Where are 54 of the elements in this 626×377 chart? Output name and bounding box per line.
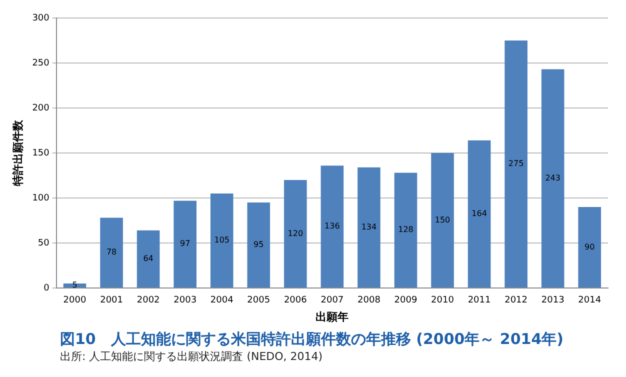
text: 図10 人工知能に関する米国特許出願件数の年推移 (2000年～ 2014年) (60, 330, 565, 349)
bar (468, 140, 491, 288)
bar (431, 153, 454, 288)
bar (210, 194, 234, 288)
x-tick-label: 2005 (247, 296, 270, 306)
x-axis-title: 出願年 (316, 310, 349, 324)
bar (394, 172, 418, 288)
data-label: 128 (398, 225, 414, 234)
bar (358, 167, 380, 288)
x-tick-label: 2014 (578, 296, 602, 306)
bar (284, 180, 307, 288)
x-tick-label: 2008 (358, 296, 381, 306)
bar (136, 230, 160, 288)
x-tick-label: 2007 (320, 296, 344, 306)
data-label: 64 (143, 254, 154, 264)
text: 出所: 人工知能に関する出願状況調査 (NEDO, 2014) (60, 349, 324, 364)
bar (541, 69, 564, 288)
bar (504, 40, 528, 288)
bar (174, 200, 196, 288)
data-label: 90 (584, 242, 595, 252)
data-label: 105 (214, 236, 230, 245)
y-tick-label: 250 (32, 58, 50, 68)
y-tick-label: 0 (44, 283, 50, 294)
x-tick-label: 2010 (431, 296, 454, 306)
x-tick-label: 2001 (100, 296, 123, 306)
x-tick-label: 2013 (541, 296, 564, 306)
x-tick-label: 2011 (468, 296, 491, 306)
x-tick-label: 2000 (63, 296, 86, 306)
x-tick-label: 2002 (136, 296, 160, 306)
y-tick-label: 200 (32, 103, 50, 114)
bar (100, 218, 123, 288)
y-tick-label: 100 (32, 193, 50, 204)
data-label: 78 (106, 248, 117, 257)
y-axis-title: 特許出願件数 (11, 119, 24, 187)
bar (578, 207, 602, 288)
data-label: 134 (361, 222, 377, 232)
x-tick-label: 2003 (174, 296, 197, 306)
data-label: 120 (288, 228, 304, 238)
x-tick-label: 2012 (504, 296, 528, 306)
data-label: 136 (324, 222, 340, 231)
bar (320, 166, 344, 288)
y-tick-label: 150 (32, 148, 50, 158)
y-tick-label: 300 (32, 13, 50, 24)
data-label: 97 (180, 239, 190, 248)
data-label: 95 (254, 240, 264, 250)
data-label: 164 (472, 209, 487, 218)
x-tick-label: 2009 (394, 296, 418, 306)
data-label: 275 (508, 159, 524, 168)
x-tick-label: 2006 (284, 296, 308, 306)
bar (247, 202, 270, 288)
x-tick-label: 2004 (210, 296, 234, 306)
data-label: 243 (545, 173, 560, 182)
data-label: 150 (434, 215, 450, 224)
y-tick-label: 50 (38, 238, 50, 248)
